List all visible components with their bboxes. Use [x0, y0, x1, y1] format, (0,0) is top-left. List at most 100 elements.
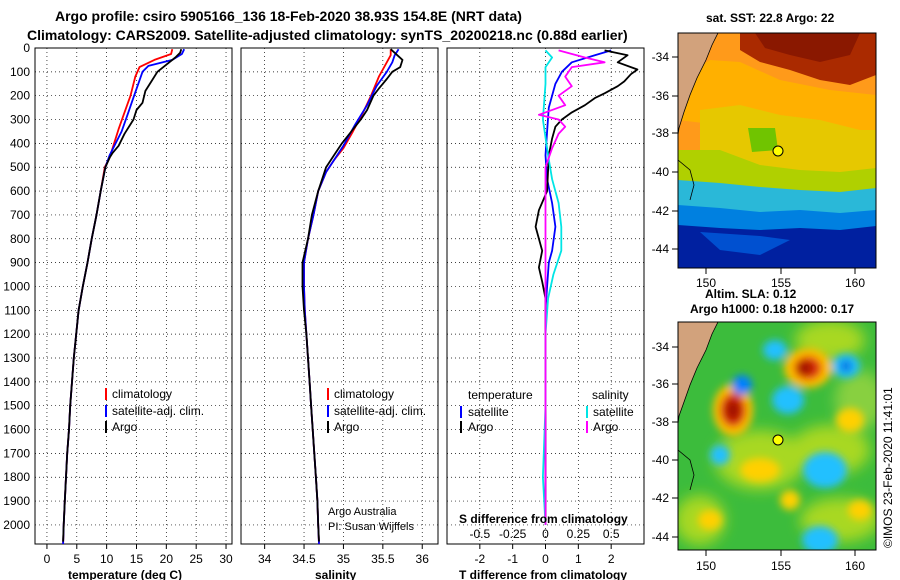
series-climatology: [303, 49, 392, 544]
depth-tick-label: 1100: [4, 303, 30, 317]
x-tick-label: 2: [608, 552, 615, 566]
svg-text:-34: -34: [652, 340, 670, 354]
sla-map-title-1: Altim. SLA: 0.12: [705, 287, 797, 301]
svg-text:160: 160: [845, 276, 865, 290]
legend-satellite-adj: satellite-adj. clim.: [334, 404, 426, 418]
depth-tick-label: 200: [10, 89, 30, 103]
x-tick-label: 36: [416, 552, 430, 566]
sst-lat-ticks: -34 -36 -38 -40 -42 -44: [652, 50, 678, 256]
svg-text:-38: -38: [652, 415, 670, 429]
depth-tick-label: 1400: [3, 375, 30, 389]
s-diff-tick-label: -0.5: [469, 527, 490, 541]
sla-map-frame: [677, 321, 877, 551]
x-tick-label: 25: [190, 552, 204, 566]
legend-satellite-adj: satellite-adj. clim.: [112, 404, 204, 418]
temperature-axis-ticks: 0 5 10 15 20 25 30: [44, 544, 233, 566]
s-diff-tick-label: 0: [542, 527, 549, 541]
sla-lat-ticks: -34 -36 -38 -40 -42 -44: [652, 340, 678, 544]
depth-tick-label: 1700: [3, 446, 30, 460]
legend-climatology: climatology: [334, 387, 394, 401]
svg-text:-36: -36: [652, 89, 670, 103]
svg-text:-34: -34: [652, 50, 670, 64]
series-satellite-adj-clim-: [303, 48, 400, 544]
sla-field-eddies: [698, 340, 872, 550]
series-t-argo: [534, 49, 639, 525]
x-tick-label: 5: [73, 552, 80, 566]
x-tick-label: 34.5: [292, 552, 316, 566]
salinity-axis-ticks: 34 34.5 35 35.5 36: [258, 544, 429, 566]
x-tick-label: -1: [507, 552, 518, 566]
depth-tick-label: 1600: [3, 423, 30, 437]
legend-argo: Argo: [112, 420, 138, 434]
s-diff-tick-label: 0.25: [567, 527, 591, 541]
depth-tick-label: 1800: [3, 470, 30, 484]
svg-text:155: 155: [771, 559, 791, 573]
temperature-gridlines: [35, 47, 232, 544]
depth-tick-label: 800: [10, 232, 30, 246]
argo-position-marker-sla: [772, 434, 784, 446]
svg-text:155: 155: [771, 276, 791, 290]
title-line-1: Argo profile: csiro 5905166_136 18-Feb-2…: [55, 8, 522, 24]
x-tick-label: 10: [100, 552, 114, 566]
difference-legend: temperature salinity satellite Argo sate…: [460, 388, 634, 434]
x-tick-label: 34: [258, 552, 272, 566]
x-tick-label: 30: [219, 552, 233, 566]
depth-tick-label: 400: [10, 136, 30, 150]
argo-position-marker-sst: [772, 145, 784, 157]
legend-s-satellite: satellite: [593, 405, 634, 419]
svg-text:-42: -42: [652, 204, 670, 218]
svg-text:-40: -40: [652, 165, 670, 179]
series-argo: [301, 48, 404, 542]
depth-tick-label: 0: [23, 41, 30, 55]
sla-lon-ticks: 150 155 160: [696, 550, 865, 573]
sst-lon-ticks: 150 155 160: [696, 268, 865, 290]
sla-map-title-2: Argo h1000: 0.18 h2000: 0.17: [690, 302, 854, 316]
legend-t-satellite: satellite: [468, 405, 509, 419]
s-difference-label: S difference from climatology: [459, 512, 628, 526]
x-tick-label: 20: [160, 552, 174, 566]
title-line-2: Climatology: CARS2009. Satellite-adjuste…: [27, 27, 628, 43]
svg-text:160: 160: [845, 559, 865, 573]
depth-tick-label: 900: [10, 256, 30, 270]
legend-s-argo: Argo: [593, 420, 619, 434]
salinity-xlabel: salinity: [315, 568, 357, 580]
legend-argo: Argo: [334, 420, 360, 434]
x-tick-label: 1: [575, 552, 582, 566]
depth-tick-label: 600: [10, 184, 30, 198]
difference-lines: [534, 49, 639, 525]
depth-axis-labels: 0 100 200 300 400 500 600 700 800 900 1000 1100 1200…: [3, 41, 30, 532]
svg-text:-36: -36: [652, 377, 670, 391]
temperature-legend: climatology satellite-adj. clim. Argo: [105, 387, 204, 434]
x-tick-label: 0: [542, 552, 549, 566]
depth-tick-label: 1000: [3, 279, 30, 293]
salinity-panel-frame: [240, 47, 439, 545]
series-climatology: [62, 48, 174, 544]
svg-text:-40: -40: [652, 453, 670, 467]
sst-land: [678, 33, 718, 135]
svg-text:-38: -38: [652, 126, 670, 140]
temperature-panel-frame: [34, 47, 233, 545]
depth-tick-label: 300: [10, 113, 30, 127]
sla-map: [678, 322, 876, 550]
depth-tick-label: 2000: [3, 518, 30, 532]
depth-tick-label: 1300: [3, 351, 30, 365]
s-diff-tick-label: 0.5: [603, 527, 620, 541]
x-tick-label: 35.5: [371, 552, 395, 566]
footer-credit: ©IMOS 23-Feb-2020 11:41:01: [881, 387, 895, 548]
sst-map-title: sat. SST: 22.8 Argo: 22: [706, 11, 835, 25]
series-s-argo: [538, 49, 606, 525]
svg-text:150: 150: [696, 276, 716, 290]
salinity-lines: [301, 48, 404, 544]
difference-axis-ticks: -2 -1 0 1 2 -0.5 -0.25 0 0.25 0.5: [469, 527, 619, 566]
credit-line-1: Argo Australia: [328, 506, 397, 518]
x-tick-label: 35: [337, 552, 351, 566]
depth-tick-label: 1200: [3, 327, 30, 341]
difference-xlabel: T difference from climatology: [459, 568, 627, 580]
legend-climatology: climatology: [112, 387, 172, 401]
legend-salinity-header: salinity: [592, 388, 629, 402]
depth-tick-label: 700: [10, 208, 30, 222]
depth-tick-label: 100: [10, 65, 30, 79]
legend-t-argo: Argo: [468, 420, 494, 434]
s-diff-tick-label: -0.25: [499, 527, 527, 541]
